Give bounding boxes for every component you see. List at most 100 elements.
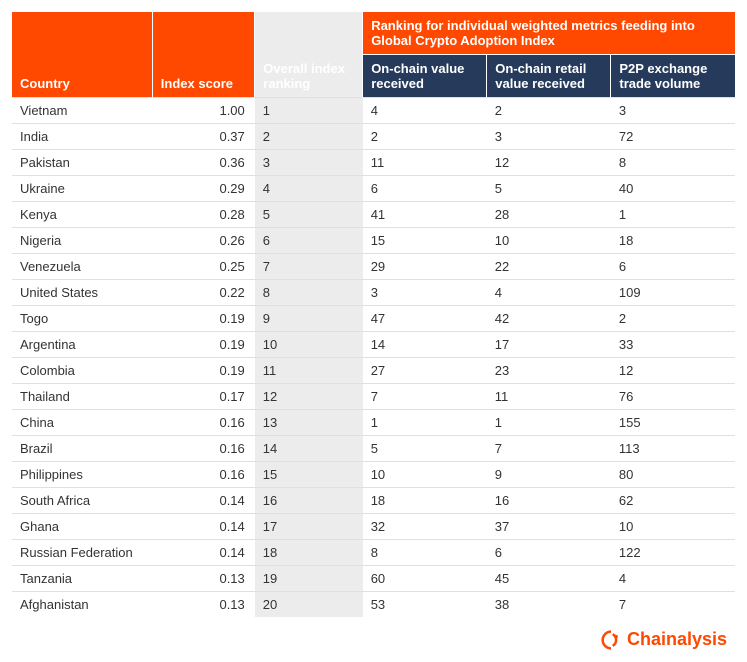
cell-score: 0.36	[152, 150, 255, 176]
table-row: Vietnam1.001423	[12, 98, 735, 124]
chainalysis-logo-icon	[601, 630, 621, 650]
cell-score: 0.25	[152, 254, 255, 280]
cell-rank: 15	[255, 462, 363, 488]
cell-retail: 5	[487, 176, 611, 202]
cell-onchain: 7	[363, 384, 487, 410]
cell-score: 0.29	[152, 176, 255, 202]
cell-score: 0.16	[152, 436, 255, 462]
cell-retail: 38	[487, 592, 611, 618]
table-row: Afghanistan0.132053387	[12, 592, 735, 618]
cell-rank: 17	[255, 514, 363, 540]
cell-onchain: 11	[363, 150, 487, 176]
cell-rank: 7	[255, 254, 363, 280]
cell-onchain: 5	[363, 436, 487, 462]
cell-score: 0.19	[152, 358, 255, 384]
table-row: Colombia0.1911272312	[12, 358, 735, 384]
cell-rank: 11	[255, 358, 363, 384]
cell-country: Ghana	[12, 514, 152, 540]
cell-score: 0.28	[152, 202, 255, 228]
cell-onchain: 18	[363, 488, 487, 514]
cell-country: Kenya	[12, 202, 152, 228]
header-onchain-retail: On-chain retail value received	[487, 55, 611, 98]
header-overall-ranking: Overall index ranking	[255, 12, 363, 98]
cell-p2p: 76	[611, 384, 735, 410]
cell-score: 0.17	[152, 384, 255, 410]
cell-rank: 12	[255, 384, 363, 410]
table-row: Nigeria0.266151018	[12, 228, 735, 254]
header-p2p-exchange: P2P exchange trade volume	[611, 55, 735, 98]
table-row: Russian Federation0.141886122	[12, 540, 735, 566]
cell-country: Argentina	[12, 332, 152, 358]
cell-score: 0.26	[152, 228, 255, 254]
table-row: Brazil0.161457113	[12, 436, 735, 462]
cell-p2p: 155	[611, 410, 735, 436]
table-row: Argentina0.1910141733	[12, 332, 735, 358]
table-row: Venezuela0.25729226	[12, 254, 735, 280]
cell-onchain: 27	[363, 358, 487, 384]
cell-rank: 18	[255, 540, 363, 566]
cell-retail: 1	[487, 410, 611, 436]
cell-p2p: 18	[611, 228, 735, 254]
table-row: Kenya0.28541281	[12, 202, 735, 228]
cell-score: 0.13	[152, 566, 255, 592]
header-index-score: Index score	[152, 12, 255, 98]
cell-retail: 7	[487, 436, 611, 462]
cell-p2p: 72	[611, 124, 735, 150]
cell-p2p: 6	[611, 254, 735, 280]
cell-p2p: 113	[611, 436, 735, 462]
cell-onchain: 60	[363, 566, 487, 592]
cell-p2p: 109	[611, 280, 735, 306]
cell-retail: 11	[487, 384, 611, 410]
cell-p2p: 8	[611, 150, 735, 176]
cell-onchain: 29	[363, 254, 487, 280]
cell-p2p: 4	[611, 566, 735, 592]
header-country: Country	[12, 12, 152, 98]
cell-country: South Africa	[12, 488, 152, 514]
cell-country: Russian Federation	[12, 540, 152, 566]
cell-p2p: 62	[611, 488, 735, 514]
cell-retail: 45	[487, 566, 611, 592]
cell-onchain: 3	[363, 280, 487, 306]
cell-retail: 2	[487, 98, 611, 124]
cell-country: Brazil	[12, 436, 152, 462]
cell-retail: 16	[487, 488, 611, 514]
cell-onchain: 4	[363, 98, 487, 124]
table-row: India0.3722372	[12, 124, 735, 150]
table-row: Togo0.19947422	[12, 306, 735, 332]
cell-country: Colombia	[12, 358, 152, 384]
cell-p2p: 122	[611, 540, 735, 566]
cell-score: 0.14	[152, 514, 255, 540]
cell-score: 0.16	[152, 462, 255, 488]
cell-onchain: 10	[363, 462, 487, 488]
cell-score: 0.19	[152, 332, 255, 358]
cell-rank: 6	[255, 228, 363, 254]
cell-p2p: 12	[611, 358, 735, 384]
cell-onchain: 6	[363, 176, 487, 202]
cell-retail: 23	[487, 358, 611, 384]
cell-country: Afghanistan	[12, 592, 152, 618]
cell-rank: 20	[255, 592, 363, 618]
table-row: South Africa0.1416181662	[12, 488, 735, 514]
cell-country: Venezuela	[12, 254, 152, 280]
cell-country: Nigeria	[12, 228, 152, 254]
cell-onchain: 41	[363, 202, 487, 228]
cell-p2p: 40	[611, 176, 735, 202]
cell-p2p: 33	[611, 332, 735, 358]
cell-score: 0.19	[152, 306, 255, 332]
cell-retail: 6	[487, 540, 611, 566]
cell-retail: 9	[487, 462, 611, 488]
cell-score: 0.37	[152, 124, 255, 150]
cell-onchain: 15	[363, 228, 487, 254]
cell-score: 1.00	[152, 98, 255, 124]
cell-retail: 42	[487, 306, 611, 332]
brand-footer: Chainalysis	[12, 617, 735, 650]
table-header: Country Index score Overall index rankin…	[12, 12, 735, 98]
cell-country: United States	[12, 280, 152, 306]
cell-score: 0.13	[152, 592, 255, 618]
cell-country: India	[12, 124, 152, 150]
cell-onchain: 32	[363, 514, 487, 540]
cell-country: Thailand	[12, 384, 152, 410]
cell-rank: 14	[255, 436, 363, 462]
cell-rank: 3	[255, 150, 363, 176]
table-row: Philippines0.161510980	[12, 462, 735, 488]
